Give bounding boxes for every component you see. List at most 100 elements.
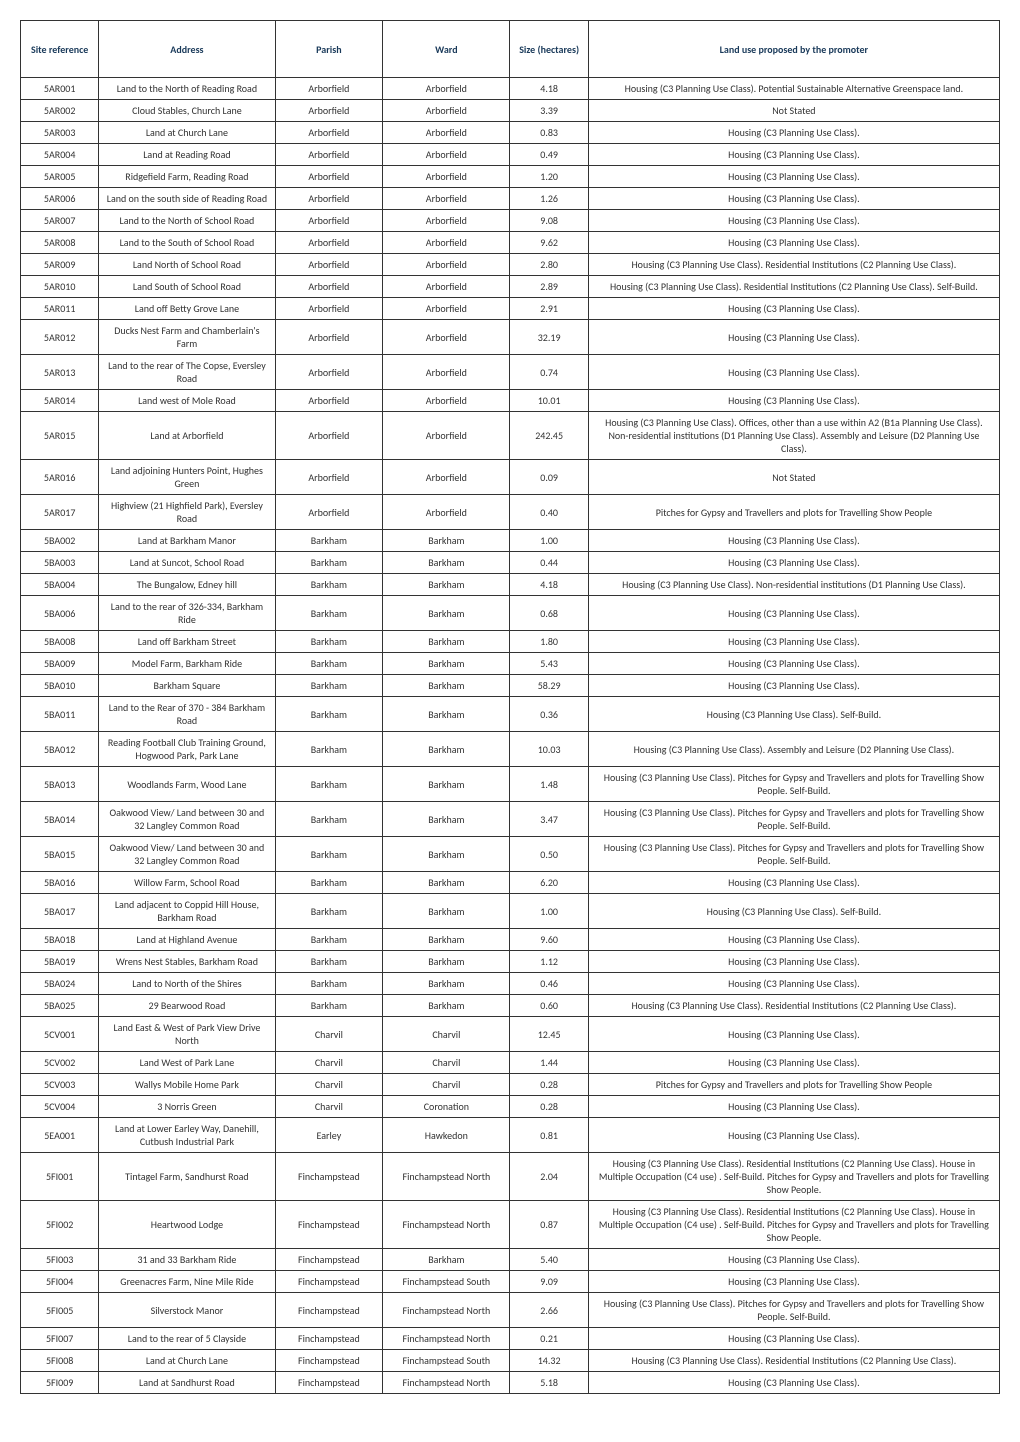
cell-address: Land to North of the Shires bbox=[99, 973, 275, 995]
cell-land-use: Housing (C3 Planning Use Class). Pitches… bbox=[588, 767, 999, 802]
cell-land-use: Housing (C3 Planning Use Class). bbox=[588, 1271, 999, 1293]
cell-site-reference: 5FI005 bbox=[21, 1293, 99, 1328]
table-row: 5AR017Highview (21 Highfield Park), Ever… bbox=[21, 495, 1000, 530]
table-row: 5FI00331 and 33 Barkham RideFinchampstea… bbox=[21, 1249, 1000, 1271]
cell-parish: Barkham bbox=[275, 552, 383, 574]
cell-site-reference: 5AR010 bbox=[21, 276, 99, 298]
cell-ward: Arborfield bbox=[383, 276, 510, 298]
cell-land-use: Housing (C3 Planning Use Class). bbox=[588, 596, 999, 631]
cell-size: 3.47 bbox=[510, 802, 588, 837]
table-row: 5AR001Land to the North of Reading RoadA… bbox=[21, 78, 1000, 100]
cell-address: Land adjacent to Coppid Hill House, Bark… bbox=[99, 894, 275, 929]
cell-parish: Arborfield bbox=[275, 166, 383, 188]
table-row: 5BA019Wrens Nest Stables, Barkham RoadBa… bbox=[21, 951, 1000, 973]
cell-address: Cloud Stables, Church Lane bbox=[99, 100, 275, 122]
cell-parish: Barkham bbox=[275, 837, 383, 872]
cell-address: Land adjoining Hunters Point, Hughes Gre… bbox=[99, 460, 275, 495]
cell-site-reference: 5BA011 bbox=[21, 697, 99, 732]
cell-land-use: Housing (C3 Planning Use Class). Pitches… bbox=[588, 1293, 999, 1328]
cell-parish: Arborfield bbox=[275, 390, 383, 412]
cell-address: Land to the rear of The Copse, Eversley … bbox=[99, 355, 275, 390]
cell-size: 0.09 bbox=[510, 460, 588, 495]
cell-ward: Barkham bbox=[383, 1249, 510, 1271]
cell-site-reference: 5BA012 bbox=[21, 732, 99, 767]
table-row: 5CV002Land West of Park LaneCharvilCharv… bbox=[21, 1052, 1000, 1074]
cell-land-use: Housing (C3 Planning Use Class). Assembl… bbox=[588, 732, 999, 767]
cell-address: Land on the south side of Reading Road bbox=[99, 188, 275, 210]
cell-size: 2.66 bbox=[510, 1293, 588, 1328]
cell-land-use: Housing (C3 Planning Use Class). Offices… bbox=[588, 412, 999, 460]
cell-address: Tintagel Farm, Sandhurst Road bbox=[99, 1153, 275, 1201]
cell-parish: Barkham bbox=[275, 995, 383, 1017]
cell-parish: Arborfield bbox=[275, 188, 383, 210]
table-row: 5BA016Willow Farm, School RoadBarkhamBar… bbox=[21, 872, 1000, 894]
cell-size: 242.45 bbox=[510, 412, 588, 460]
cell-land-use: Housing (C3 Planning Use Class). bbox=[588, 355, 999, 390]
cell-size: 0.36 bbox=[510, 697, 588, 732]
cell-ward: Finchampstead North bbox=[383, 1153, 510, 1201]
cell-ward: Arborfield bbox=[383, 78, 510, 100]
cell-size: 4.18 bbox=[510, 574, 588, 596]
site-table: Site reference Address Parish Ward Size … bbox=[20, 20, 1000, 1394]
table-row: 5BA011Land to the Rear of 370 - 384 Bark… bbox=[21, 697, 1000, 732]
cell-site-reference: 5FI008 bbox=[21, 1350, 99, 1372]
cell-parish: Barkham bbox=[275, 767, 383, 802]
cell-address: 31 and 33 Barkham Ride bbox=[99, 1249, 275, 1271]
cell-site-reference: 5BA006 bbox=[21, 596, 99, 631]
cell-parish: Arborfield bbox=[275, 210, 383, 232]
cell-site-reference: 5AR002 bbox=[21, 100, 99, 122]
cell-address: Heartwood Lodge bbox=[99, 1201, 275, 1249]
cell-parish: Finchampstead bbox=[275, 1372, 383, 1394]
cell-size: 0.83 bbox=[510, 122, 588, 144]
cell-land-use: Housing (C3 Planning Use Class). bbox=[588, 144, 999, 166]
cell-parish: Barkham bbox=[275, 631, 383, 653]
cell-address: Silverstock Manor bbox=[99, 1293, 275, 1328]
cell-address: 29 Bearwood Road bbox=[99, 995, 275, 1017]
table-row: 5BA006Land to the rear of 326-334, Barkh… bbox=[21, 596, 1000, 631]
cell-ward: Barkham bbox=[383, 653, 510, 675]
cell-size: 1.12 bbox=[510, 951, 588, 973]
cell-size: 0.44 bbox=[510, 552, 588, 574]
col-header-address: Address bbox=[99, 21, 275, 78]
cell-parish: Charvil bbox=[275, 1017, 383, 1052]
col-header-site-reference: Site reference bbox=[21, 21, 99, 78]
cell-parish: Finchampstead bbox=[275, 1201, 383, 1249]
cell-land-use: Housing (C3 Planning Use Class). bbox=[588, 530, 999, 552]
cell-ward: Arborfield bbox=[383, 298, 510, 320]
table-row: 5AR015Land at ArborfieldArborfieldArborf… bbox=[21, 412, 1000, 460]
cell-land-use: Housing (C3 Planning Use Class). bbox=[588, 675, 999, 697]
cell-ward: Barkham bbox=[383, 802, 510, 837]
cell-site-reference: 5AR015 bbox=[21, 412, 99, 460]
cell-site-reference: 5BA009 bbox=[21, 653, 99, 675]
table-row: 5AR011Land off Betty Grove LaneArborfiel… bbox=[21, 298, 1000, 320]
cell-address: Oakwood View/ Land between 30 and 32 Lan… bbox=[99, 802, 275, 837]
cell-size: 0.50 bbox=[510, 837, 588, 872]
cell-site-reference: 5BA008 bbox=[21, 631, 99, 653]
table-row: 5EA001Land at Lower Earley Way, Danehill… bbox=[21, 1118, 1000, 1153]
cell-parish: Charvil bbox=[275, 1096, 383, 1118]
cell-land-use: Housing (C3 Planning Use Class). bbox=[588, 1118, 999, 1153]
cell-site-reference: 5BA017 bbox=[21, 894, 99, 929]
cell-address: 3 Norris Green bbox=[99, 1096, 275, 1118]
cell-address: Land at Barkham Manor bbox=[99, 530, 275, 552]
cell-land-use: Housing (C3 Planning Use Class). bbox=[588, 1017, 999, 1052]
cell-parish: Barkham bbox=[275, 872, 383, 894]
cell-site-reference: 5BA025 bbox=[21, 995, 99, 1017]
cell-size: 9.62 bbox=[510, 232, 588, 254]
cell-address: Land west of Mole Road bbox=[99, 390, 275, 412]
cell-land-use: Pitches for Gypsy and Travellers and plo… bbox=[588, 495, 999, 530]
cell-size: 1.44 bbox=[510, 1052, 588, 1074]
cell-address: Land South of School Road bbox=[99, 276, 275, 298]
cell-ward: Barkham bbox=[383, 631, 510, 653]
cell-land-use: Housing (C3 Planning Use Class). bbox=[588, 552, 999, 574]
cell-address: Willow Farm, School Road bbox=[99, 872, 275, 894]
table-row: 5FI002Heartwood LodgeFinchampsteadFincha… bbox=[21, 1201, 1000, 1249]
cell-address: Land at Church Lane bbox=[99, 1350, 275, 1372]
cell-ward: Arborfield bbox=[383, 412, 510, 460]
table-row: 5FI001Tintagel Farm, Sandhurst RoadFinch… bbox=[21, 1153, 1000, 1201]
table-row: 5AR012Ducks Nest Farm and Chamberlain's … bbox=[21, 320, 1000, 355]
cell-ward: Arborfield bbox=[383, 166, 510, 188]
cell-parish: Barkham bbox=[275, 951, 383, 973]
cell-ward: Barkham bbox=[383, 894, 510, 929]
cell-address: Land at Sandhurst Road bbox=[99, 1372, 275, 1394]
